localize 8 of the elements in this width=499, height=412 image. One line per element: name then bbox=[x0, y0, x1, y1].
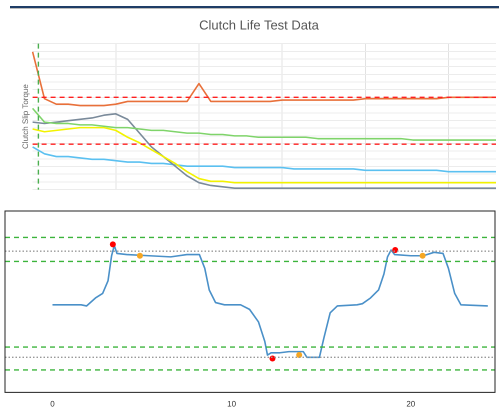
x-tick-label: 20 bbox=[406, 399, 416, 408]
point bbox=[136, 252, 143, 259]
chart-title: Clutch Life Test Data bbox=[199, 17, 320, 32]
point bbox=[420, 252, 426, 259]
y-axis-title: Clutch Slip Torque bbox=[21, 84, 30, 149]
x-tick-label: 10 bbox=[227, 399, 237, 408]
x-tick-label: 0 bbox=[50, 399, 56, 408]
point bbox=[110, 241, 116, 248]
